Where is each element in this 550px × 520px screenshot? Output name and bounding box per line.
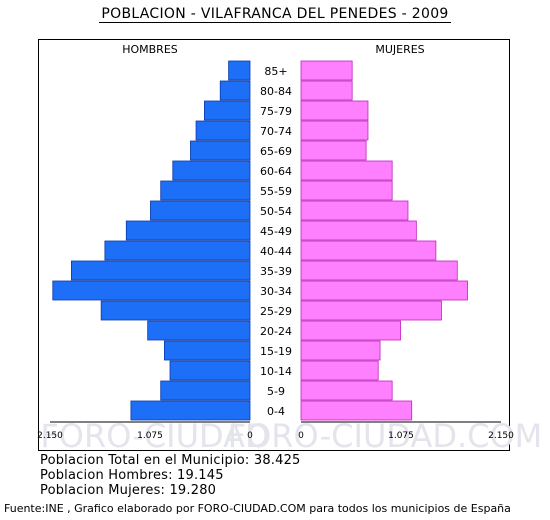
age-group-label: 20-24 xyxy=(260,325,292,338)
male-bar-65-69 xyxy=(190,140,251,161)
female-bar-30-34 xyxy=(300,280,468,301)
age-group-label: 70-74 xyxy=(260,125,292,138)
female-bar-10-14 xyxy=(300,360,379,381)
male-bar-45-49 xyxy=(125,220,251,241)
x-tick-label: 1.075 xyxy=(137,431,163,441)
right-series-label: MUJERES xyxy=(375,43,424,56)
source-footer: Fuente:INE , Grafico elaborado por FORO-… xyxy=(4,502,511,515)
age-group-label: 80-84 xyxy=(260,85,292,98)
male-bar-10-14 xyxy=(169,360,251,381)
male-population: Poblacion Hombres: 19.145 xyxy=(40,468,224,483)
female-bar-35-39 xyxy=(300,260,458,281)
female-bar-65-69 xyxy=(300,140,367,161)
female-bar-15-19 xyxy=(300,340,381,361)
male-bar-35-39 xyxy=(70,260,251,281)
age-group-label: 60-64 xyxy=(260,165,292,178)
female-bar-5-9 xyxy=(300,380,393,401)
age-group-label: 15-19 xyxy=(260,345,292,358)
female-bar-60-64 xyxy=(300,160,393,181)
age-group-label: 75-79 xyxy=(260,105,292,118)
female-bar-0-4 xyxy=(300,400,413,421)
male-bar-50-54 xyxy=(150,200,251,221)
male-bar-55-59 xyxy=(160,180,251,201)
x-tick-label: 1.075 xyxy=(388,431,414,441)
female-bar-25-29 xyxy=(300,300,442,321)
age-group-label: 35-39 xyxy=(260,265,292,278)
watermark-left: FORO-CIUDAD xyxy=(40,417,269,455)
male-bar-80-84 xyxy=(219,80,251,101)
age-group-label: 5-9 xyxy=(267,385,285,398)
x-tick-label: 0 xyxy=(298,431,304,441)
age-group-label: 0-4 xyxy=(267,405,285,418)
x-tick-label: 0 xyxy=(247,431,253,441)
female-bar-20-24 xyxy=(300,320,401,341)
male-bar-25-29 xyxy=(100,300,251,321)
female-bar-70-74 xyxy=(300,120,369,141)
age-group-label: 65-69 xyxy=(260,145,292,158)
age-group-label: 10-14 xyxy=(260,365,292,378)
male-bar-5-9 xyxy=(160,380,251,401)
female-bar-55-59 xyxy=(300,180,393,201)
chart-frame xyxy=(38,39,510,451)
age-group-label: 50-54 xyxy=(260,205,292,218)
age-group-label: 55-59 xyxy=(260,185,292,198)
male-bar-0-4 xyxy=(130,400,251,421)
female-bar-45-49 xyxy=(300,220,417,241)
female-bar-75-79 xyxy=(300,100,369,121)
female-bar-85+ xyxy=(300,60,353,81)
x-tick-label: 2.150 xyxy=(488,431,514,441)
age-group-label: 30-34 xyxy=(260,285,292,298)
female-bar-40-44 xyxy=(300,240,437,261)
left-series-label: HOMBRES xyxy=(122,43,178,56)
male-bar-40-44 xyxy=(104,240,251,261)
male-bar-75-79 xyxy=(204,100,251,121)
male-bar-85+ xyxy=(228,60,251,81)
age-group-label: 25-29 xyxy=(260,305,292,318)
male-bar-15-19 xyxy=(164,340,251,361)
male-bar-70-74 xyxy=(195,120,251,141)
x-tick-label: 2.150 xyxy=(37,431,63,441)
female-population: Poblacion Mujeres: 19.280 xyxy=(40,483,217,498)
age-group-label: 40-44 xyxy=(260,245,292,258)
total-population: Poblacion Total en el Municipio: 38.425 xyxy=(40,453,301,468)
chart-title-text: POBLACION - VILAFRANCA DEL PENEDES - 200… xyxy=(99,6,451,23)
age-group-label: 45-49 xyxy=(260,225,292,238)
male-bar-20-24 xyxy=(147,320,251,341)
male-bar-30-34 xyxy=(52,280,251,301)
age-group-label: 85+ xyxy=(264,65,287,78)
female-bar-80-84 xyxy=(300,80,353,101)
female-bar-50-54 xyxy=(300,200,409,221)
chart-title: POBLACION - VILAFRANCA DEL PENEDES - 200… xyxy=(0,6,550,23)
watermark-right: FORO-CIUDAD.COM xyxy=(228,417,543,455)
male-bar-60-64 xyxy=(172,160,251,181)
